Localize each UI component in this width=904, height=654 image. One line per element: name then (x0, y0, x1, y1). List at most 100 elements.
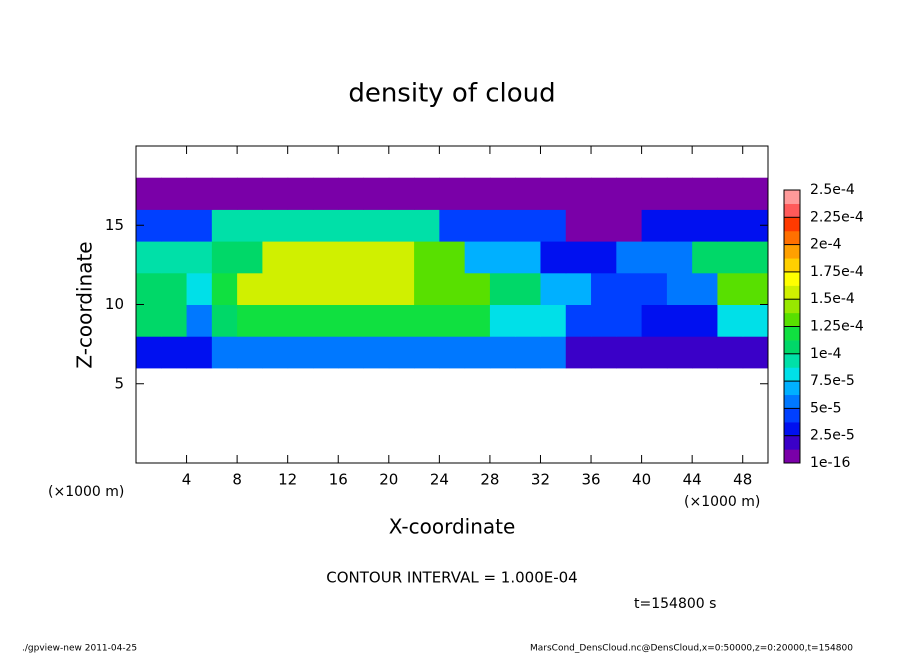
cell (641, 241, 668, 274)
cell (211, 177, 238, 210)
cell (641, 209, 668, 242)
cell (161, 241, 188, 274)
cell (565, 177, 592, 210)
cell (591, 336, 617, 369)
cell (287, 272, 314, 305)
cell (666, 177, 693, 210)
cell (540, 336, 567, 369)
cell (464, 177, 491, 210)
colorbar-swatch (784, 340, 800, 355)
x-tick-label: 28 (480, 471, 499, 489)
x-tick-label: 16 (329, 471, 348, 489)
colorbar-swatch (784, 271, 800, 286)
cell (262, 272, 289, 305)
colorbar-swatch (784, 217, 800, 232)
cell (186, 241, 213, 274)
cell (591, 241, 617, 274)
cell (692, 209, 718, 242)
cell (540, 177, 567, 210)
cell (237, 304, 263, 337)
cell (312, 272, 339, 305)
cell (717, 241, 744, 274)
cell (616, 177, 643, 210)
cell (742, 241, 769, 274)
cell (388, 209, 415, 242)
colorbar-swatch (784, 230, 800, 245)
x-tick-label: 8 (232, 471, 242, 489)
cell (312, 209, 339, 242)
cell (338, 272, 365, 305)
cell (489, 241, 516, 274)
cell (666, 336, 693, 369)
colorbar-swatch (784, 381, 800, 396)
cell (591, 177, 617, 210)
colorbar-swatch (784, 367, 800, 382)
cell (414, 177, 440, 210)
colorbar-swatch (784, 258, 800, 273)
cell (136, 241, 162, 274)
cell (414, 336, 440, 369)
cell (439, 336, 466, 369)
cell (464, 241, 491, 274)
cell (262, 241, 289, 274)
cell (742, 336, 769, 369)
cell (136, 177, 162, 210)
cell (540, 241, 567, 274)
x-tick-label: 20 (379, 471, 398, 489)
cell (262, 177, 289, 210)
cell (565, 241, 592, 274)
cell (616, 209, 643, 242)
footer-right: MarsCond_DensCloud.nc@DensCloud,x=0:5000… (530, 644, 853, 654)
colorbar-label: 1e-4 (810, 346, 842, 362)
colorbar-swatch (784, 203, 800, 218)
time-label: t=154800 s (634, 596, 716, 612)
cell (742, 272, 769, 305)
cell (414, 241, 440, 274)
x-tick-label: 48 (733, 471, 752, 489)
cell (464, 272, 491, 305)
cell (489, 272, 516, 305)
cell (591, 304, 617, 337)
cell (363, 336, 390, 369)
chart-title: density of cloud (348, 79, 555, 109)
cell (464, 304, 491, 337)
cell (616, 304, 643, 337)
x-tick-label: 32 (531, 471, 550, 489)
cell (540, 304, 567, 337)
colorbar-swatch (784, 190, 800, 204)
cell (312, 241, 339, 274)
cell (692, 336, 718, 369)
cell (136, 336, 162, 369)
cell (717, 304, 744, 337)
cell (363, 177, 390, 210)
cell (515, 304, 541, 337)
cell (287, 241, 314, 274)
cell (287, 209, 314, 242)
colorbar-label: 1e-16 (810, 455, 850, 471)
cell (641, 272, 668, 305)
colorbar-swatch (784, 353, 800, 368)
cell (439, 272, 466, 305)
cell (161, 177, 188, 210)
colorbar-label: 2e-4 (810, 237, 842, 253)
cell (262, 304, 289, 337)
cell (287, 336, 314, 369)
cell (641, 177, 668, 210)
cell (338, 304, 365, 337)
cell (414, 304, 440, 337)
y-tick-label: 10 (105, 295, 124, 313)
cell (287, 177, 314, 210)
cell (666, 209, 693, 242)
cell (439, 177, 466, 210)
x-tick-label: 12 (278, 471, 297, 489)
cell (717, 272, 744, 305)
cell (363, 272, 390, 305)
cell (186, 272, 213, 305)
cell (565, 336, 592, 369)
cell (338, 336, 365, 369)
cell (616, 336, 643, 369)
cell (515, 241, 541, 274)
cell (616, 241, 643, 274)
cell (717, 177, 744, 210)
cell (186, 304, 213, 337)
